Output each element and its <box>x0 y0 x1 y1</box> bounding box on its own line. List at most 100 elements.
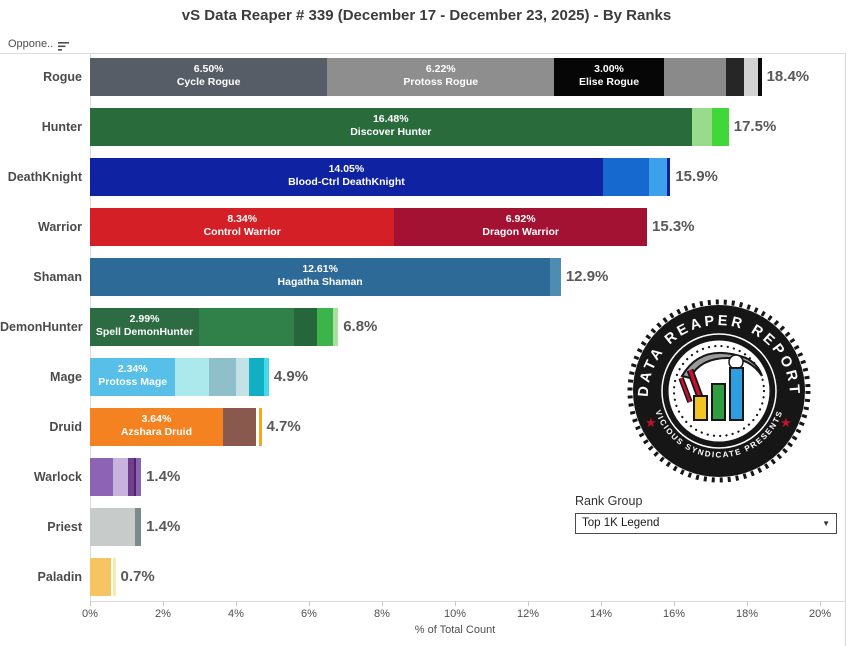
category-label: Warrior <box>38 220 82 234</box>
chevron-down-icon: ▼ <box>822 519 830 528</box>
bar-total-label: 6.8% <box>343 318 378 335</box>
axis-tick-label: 6% <box>301 608 317 620</box>
bar-segment[interactable] <box>111 558 113 596</box>
bar-segment[interactable] <box>712 108 729 146</box>
bar-segment[interactable] <box>112 558 116 596</box>
category-label: Warlock <box>33 470 82 484</box>
sort-descending-icon[interactable] <box>58 39 71 57</box>
stacked-bar: 3.64% Azshara Druid <box>90 408 262 446</box>
bar-segment[interactable] <box>317 308 333 346</box>
bar-total-label: 4.9% <box>273 368 309 385</box>
bar-row: Rogue 6.50% Cycle Rogue 6.22% Protoss Rogue 3… <box>0 58 853 96</box>
bar-segment[interactable]: 3.00% Elise Rogue <box>554 58 664 96</box>
bar-segment[interactable] <box>112 458 128 496</box>
segment-label: 2.34% Protoss Mage <box>98 363 168 388</box>
rank-group-dropdown[interactable]: Top 1K Legend ▼ <box>575 513 837 534</box>
bar-row: Shaman 12.61% Hagatha Shaman 12.9% <box>0 258 853 296</box>
bar-segment[interactable]: 14.05% Blood-Ctrl DeathKnight <box>90 158 603 196</box>
filter-label: Rank Group <box>575 494 643 508</box>
bar-segment[interactable] <box>757 58 762 96</box>
bar-segment[interactable] <box>648 158 667 196</box>
header-divider <box>0 53 846 54</box>
bar-segment[interactable]: 2.34% Protoss Mage <box>90 358 176 396</box>
data-reaper-logo: DATA REAPER REPORT VICIOUS SYNDICATE PRE… <box>624 296 814 486</box>
axis-tick <box>820 601 821 606</box>
axis-tick-label: 14% <box>589 608 613 620</box>
axis-tick-label: 2% <box>155 608 171 620</box>
segment-label: 3.64% Azshara Druid <box>120 413 193 438</box>
bar-total-label: 15.9% <box>675 168 718 185</box>
star-icon: ★ <box>780 415 792 430</box>
bar-total-label: 12.9% <box>565 268 609 285</box>
axis-tick-label: 12% <box>516 608 540 620</box>
segment-label: 16.48% Discover Hunter <box>350 113 432 138</box>
bar-segment[interactable] <box>236 358 250 396</box>
bar-segment[interactable]: 2.99% Spell DemonHunter <box>90 308 200 346</box>
bar-row: Warrior 8.34% Control Warrior 6.92% Dragon W… <box>0 208 853 246</box>
bar-segment[interactable]: 6.92% Dragon Warrior <box>394 208 647 246</box>
bar-segment[interactable] <box>127 458 134 496</box>
bar-segment[interactable] <box>666 158 671 196</box>
category-label: Rogue <box>43 70 82 84</box>
bar-segment[interactable] <box>135 458 142 496</box>
axis-tick <box>747 601 748 606</box>
bar-segment[interactable] <box>134 508 142 546</box>
bar-segment[interactable] <box>90 508 135 546</box>
bar-segment[interactable]: 6.22% Protoss Rogue <box>327 58 555 96</box>
bar-segment[interactable] <box>133 458 136 496</box>
bar-segment[interactable] <box>264 358 269 396</box>
star-icon: ★ <box>645 415 657 430</box>
segment-label: 2.99% Spell DemonHunter <box>95 313 194 338</box>
category-label: Priest <box>47 520 82 534</box>
category-label: Shaman <box>33 270 82 284</box>
bar-segment[interactable] <box>256 408 259 446</box>
logo-bar-green <box>711 383 726 421</box>
bar-segment[interactable] <box>332 308 339 346</box>
bar-row: Warlock 1.4% <box>0 458 853 496</box>
bar-row: Mage 2.34% Protoss Mage 4.9% <box>0 358 853 396</box>
bar-segment[interactable] <box>725 58 745 96</box>
panel-divider <box>845 53 846 646</box>
bar-segment[interactable]: 6.50% Cycle Rogue <box>90 58 328 96</box>
bar-total-label: 17.5% <box>733 118 777 135</box>
category-label: Druid <box>49 420 82 434</box>
bar-segment[interactable] <box>199 308 295 346</box>
category-label: DemonHunter <box>0 320 83 334</box>
bar-segment[interactable] <box>222 408 257 446</box>
axis-tick <box>90 601 91 606</box>
bar-segment[interactable]: 3.64% Azshara Druid <box>90 408 223 446</box>
bar-segment[interactable] <box>663 58 726 96</box>
bar-segment[interactable]: 16.48% Discover Hunter <box>90 108 692 146</box>
segment-label: 14.05% Blood-Ctrl DeathKnight <box>288 163 405 188</box>
stacked-bar: 2.99% Spell DemonHunter <box>90 308 339 346</box>
bar-segment[interactable] <box>744 58 758 96</box>
bar-segment[interactable] <box>258 408 262 446</box>
bar-total-label: 0.7% <box>120 568 155 585</box>
bar-total-label: 18.4% <box>766 68 810 85</box>
bar-total-label: 4.7% <box>266 418 301 435</box>
bar-segment[interactable] <box>602 158 649 196</box>
axis-tick <box>309 601 310 606</box>
bar-segment[interactable] <box>175 358 210 396</box>
bar-segment[interactable] <box>691 108 713 146</box>
stacked-bar: 16.48% Discover Hunter <box>90 108 729 146</box>
segment-label: 3.00% Elise Rogue <box>578 63 640 88</box>
bar-segment[interactable] <box>249 358 265 396</box>
axis-tick <box>601 601 602 606</box>
segment-label: 6.50% Cycle Rogue <box>176 63 241 88</box>
axis-tick-label: 18% <box>735 608 759 620</box>
stacked-bar <box>90 558 116 596</box>
bar-segment[interactable]: 8.34% Control Warrior <box>90 208 395 246</box>
reaper-skull <box>728 354 744 370</box>
opponent-column-header[interactable]: Oppone.. <box>8 38 54 50</box>
bar-segment[interactable] <box>550 258 561 296</box>
bar-segment[interactable] <box>294 308 318 346</box>
bar-segment[interactable] <box>90 558 112 596</box>
bar-segment[interactable] <box>90 458 113 496</box>
axis-tick <box>236 601 237 606</box>
segment-label: 6.22% Protoss Rogue <box>403 63 479 88</box>
bar-segment[interactable]: 12.61% Hagatha Shaman <box>90 258 551 296</box>
stacked-bar <box>90 458 142 496</box>
bar-segment[interactable] <box>209 358 237 396</box>
x-axis-title: % of Total Count <box>414 624 496 636</box>
